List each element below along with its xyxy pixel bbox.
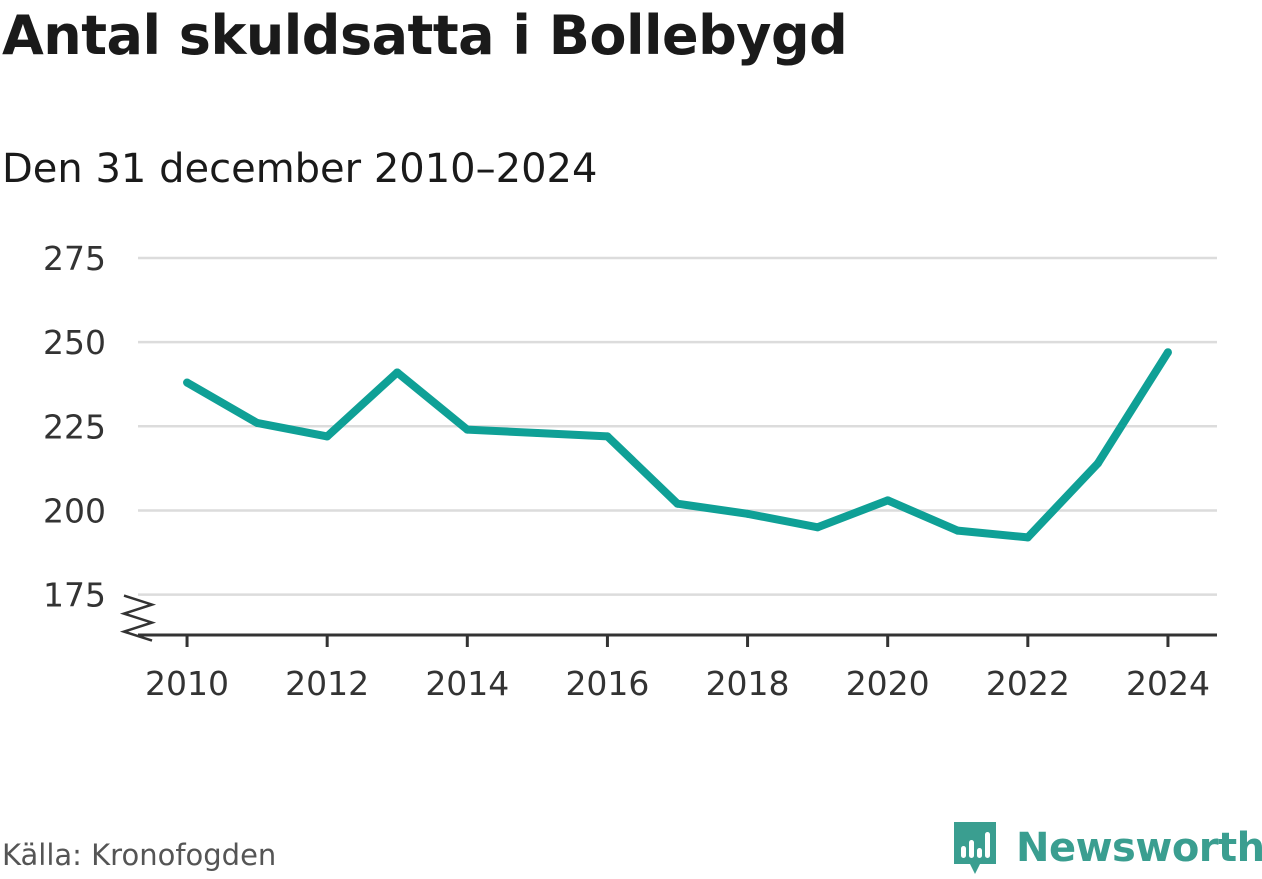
- newsworthy-logo-icon: [954, 822, 996, 874]
- brand-logo[interactable]: Newsworthy: [950, 818, 1262, 878]
- data-point-2010: [183, 378, 192, 387]
- x-tick-label-2016: 2016: [565, 664, 649, 703]
- series-line-group: [183, 348, 1172, 542]
- brand-name: Newsworthy: [1016, 825, 1262, 871]
- x-axis: 2010 2012 2014 2016 2018 2020 2022 2024: [119, 594, 1217, 703]
- source-note: Källa: Kronofogden: [2, 838, 277, 872]
- data-point-2011: [253, 418, 262, 427]
- data-point-2015: [533, 429, 542, 438]
- data-point-2013: [393, 368, 402, 377]
- x-tick-label-2010: 2010: [145, 664, 229, 703]
- x-tick-label-2024: 2024: [1126, 664, 1210, 703]
- data-point-2018: [743, 509, 752, 518]
- data-point-2017: [673, 499, 682, 508]
- y-tick-label-225: 225: [43, 407, 106, 446]
- data-point-2021: [953, 526, 962, 535]
- data-point-2012: [323, 432, 332, 441]
- grid-lines: [138, 256, 1217, 596]
- chart-subtitle: Den 31 december 2010–2024: [2, 146, 598, 192]
- y-tick-label-275: 275: [43, 239, 106, 278]
- data-point-2023: [1093, 459, 1102, 468]
- data-point-2020: [883, 496, 892, 505]
- axis-break-icon: [119, 594, 157, 642]
- data-point-2016: [603, 432, 612, 441]
- chart-title: Antal skuldsatta i Bollebygd: [2, 4, 848, 67]
- data-point-2014: [463, 425, 472, 434]
- y-axis-ticks: 175 200 225 250 275: [43, 239, 106, 615]
- y-tick-label-250: 250: [43, 323, 106, 362]
- y-tick-label-175: 175: [43, 576, 106, 615]
- x-tick-label-2018: 2018: [706, 664, 790, 703]
- data-point-2024: [1163, 348, 1172, 357]
- y-tick-label-200: 200: [43, 491, 106, 530]
- data-point-2019: [813, 523, 822, 532]
- data-point-2022: [1023, 533, 1032, 542]
- x-tick-label-2022: 2022: [986, 664, 1070, 703]
- x-tick-label-2014: 2014: [425, 664, 509, 703]
- x-tick-label-2020: 2020: [846, 664, 930, 703]
- x-tick-label-2012: 2012: [285, 664, 369, 703]
